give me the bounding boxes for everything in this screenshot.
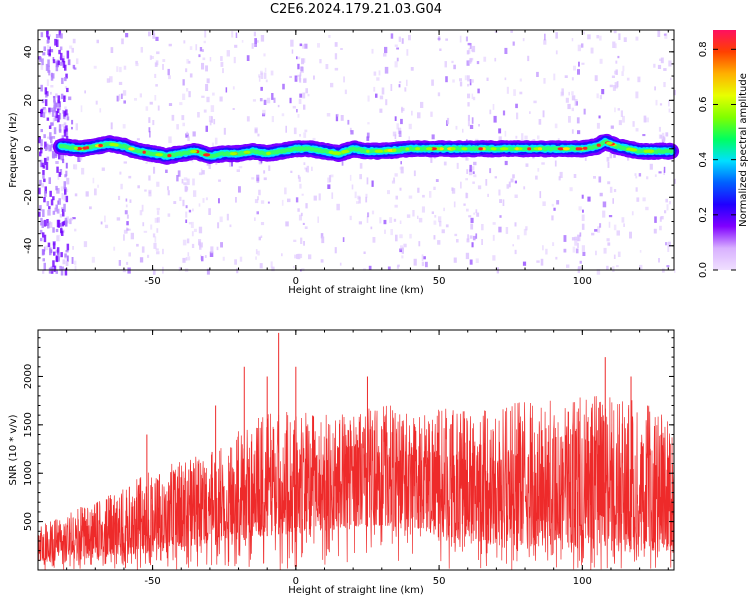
colorbar-tick-label: 0.4 xyxy=(698,152,709,168)
spectrogram-frame xyxy=(37,29,675,271)
colorbar-tick-label: 0.8 xyxy=(698,41,709,57)
snr-line xyxy=(37,396,675,571)
ridge-hotspot xyxy=(190,149,198,154)
x-tick-label: 50 xyxy=(433,276,446,287)
snr-x-ticks: -50 0 50 100 xyxy=(37,330,669,587)
x-tick-label: 100 xyxy=(573,576,592,587)
ridge-hotspot xyxy=(461,147,468,151)
ridge-hotspot xyxy=(606,141,613,145)
spectrogram-y-ticks: -40 -20 0 20 40 xyxy=(23,39,674,271)
colorbar-label: Normalized spectral amplitude xyxy=(738,73,749,227)
spectrogram-y-label: Frequency (Hz) xyxy=(8,112,19,188)
spectrogram-panel: -50 0 50 100 -40 -20 0 20 40 Height of straight… xyxy=(8,29,680,296)
spectrogram-marks xyxy=(38,30,680,276)
y-tick-label: 20 xyxy=(23,94,34,107)
snr-y-label: SNR (10 * v/v) xyxy=(8,414,19,485)
ridge-hotspot xyxy=(557,147,564,151)
chart-title: C2E6.2024.179.21.03.G04 xyxy=(269,2,443,17)
x-tick-label: 0 xyxy=(293,276,299,287)
ridge-hotspot xyxy=(341,149,350,154)
ridge-hotspot xyxy=(537,147,543,151)
ridge-hotspot xyxy=(128,147,135,151)
ridge-hotspot xyxy=(82,146,88,150)
ridge-hotspot xyxy=(562,147,570,151)
ridge-hotspots xyxy=(74,141,655,158)
ridge-hotspot xyxy=(527,147,532,151)
ridge-hotspot xyxy=(415,147,420,151)
ridge-hotspot xyxy=(405,147,410,151)
ridge-hotspot xyxy=(515,147,519,151)
spectrogram-x-ticks: -50 0 50 100 xyxy=(37,30,669,287)
colorbar-ticks: 0.0 0.2 0.4 0.6 0.8 xyxy=(698,41,736,278)
ridge-hotspot xyxy=(98,143,103,148)
y-tick-label: 2000 xyxy=(23,364,34,389)
snr-panel: -50 0 50 100 500 1000 1500 2000 Height of stra… xyxy=(8,329,675,596)
x-tick-label: 0 xyxy=(293,576,299,587)
ridge-hotspot xyxy=(450,147,456,151)
ridge-hotspot xyxy=(435,147,441,151)
ridge-hotspot xyxy=(482,147,486,151)
x-tick-label: 100 xyxy=(573,276,592,287)
ridge-hotspot xyxy=(643,149,652,153)
y-tick-label: 1000 xyxy=(23,460,34,485)
ridge-hotspot xyxy=(374,149,384,153)
ridge-hotspot xyxy=(426,147,433,151)
ridge-hotspot xyxy=(575,147,583,151)
colorbar-gradient xyxy=(713,30,736,270)
ridge-hotspot xyxy=(478,147,483,151)
ridge-hotspot xyxy=(332,151,342,155)
ridge-hotspot xyxy=(626,147,634,151)
x-tick-label: 50 xyxy=(433,576,446,587)
spectrogram-x-label: Height of straight line (km) xyxy=(288,285,424,296)
ridge-hotspot xyxy=(243,150,251,154)
ridge-hotspot xyxy=(109,142,117,147)
ridge-hotspot xyxy=(499,147,509,151)
snr-frame xyxy=(37,329,675,571)
x-tick-label: -50 xyxy=(144,576,160,587)
y-tick-label: 40 xyxy=(23,45,34,58)
y-tick-label: 500 xyxy=(23,512,34,531)
ridge-hotspot xyxy=(203,153,211,157)
colorbar-tick-label: 0.6 xyxy=(698,97,709,113)
snr-series-line xyxy=(37,332,675,571)
ridge-hotspot xyxy=(490,147,497,151)
snr-y-ticks: 500 1000 1500 2000 xyxy=(23,337,674,561)
ridge-hotspot xyxy=(596,143,601,147)
ridge-hotspot xyxy=(266,151,271,155)
y-tick-label: -20 xyxy=(23,189,34,205)
colorbar-tick-label: 0.0 xyxy=(698,262,709,278)
y-tick-label: 1500 xyxy=(23,412,34,437)
ridge-hotspot xyxy=(391,148,397,152)
ridge-hotspot xyxy=(74,146,78,150)
snr-x-label: Height of straight line (km) xyxy=(288,585,424,596)
y-tick-label: 0 xyxy=(23,146,34,152)
ridge-hotspot xyxy=(229,152,238,156)
ridge-hotspot xyxy=(155,153,163,157)
ridge-hotspot xyxy=(582,146,588,150)
colorbar: 0.0 0.2 0.4 0.6 0.8 Normalized spectral ampl… xyxy=(698,30,749,278)
colorbar-tick-label: 0.2 xyxy=(698,207,709,223)
ridge-hotspot xyxy=(167,154,172,158)
ridge-hotspot xyxy=(366,149,370,153)
x-tick-label: -50 xyxy=(144,276,160,287)
ridge-hotspot xyxy=(142,150,146,154)
y-tick-label: -40 xyxy=(23,238,34,254)
